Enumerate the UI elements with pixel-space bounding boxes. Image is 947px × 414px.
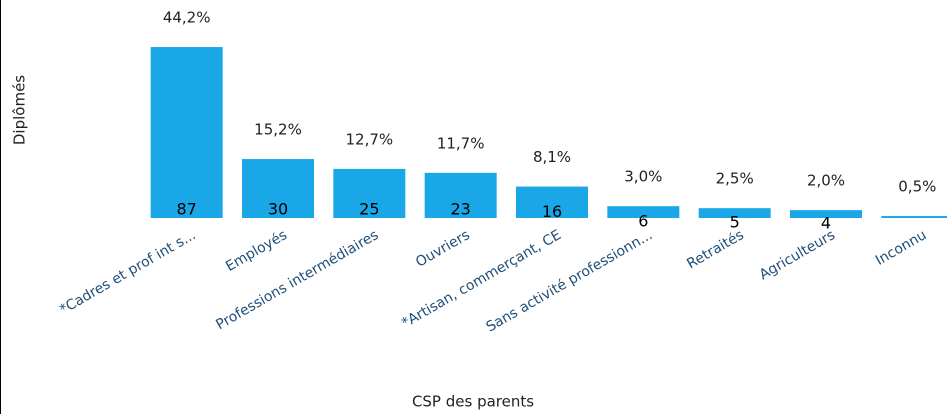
percent-label: 3,0% — [624, 168, 662, 186]
percent-label: 15,2% — [254, 121, 302, 139]
percent-label: 2,0% — [807, 172, 845, 190]
bar — [242, 159, 314, 218]
value-label: 6 — [638, 212, 648, 231]
value-label: 25 — [359, 200, 379, 219]
value-label: 23 — [450, 200, 470, 219]
bar — [150, 47, 223, 218]
x-tick-label: Inconnu — [873, 227, 929, 269]
x-tick-label: Sans activité professionn... — [484, 227, 656, 335]
x-tick-label: Retraités — [684, 227, 746, 272]
bar — [881, 216, 947, 218]
x-tick-label: *Cadres et prof int s... — [57, 227, 199, 318]
value-label: 87 — [176, 200, 196, 219]
x-tick-label: Professions intermédiaires — [213, 227, 381, 333]
bar — [424, 172, 497, 218]
x-tick-label: Agriculteurs — [757, 227, 838, 283]
percent-label: 8,1% — [533, 148, 571, 166]
bar — [790, 210, 862, 218]
bar — [333, 168, 406, 218]
y-axis-title: Diplômés — [11, 75, 29, 145]
percent-label: 0,5% — [898, 178, 936, 196]
percent-label: 44,2% — [163, 9, 211, 27]
value-label: 4 — [821, 214, 831, 233]
value-label: 16 — [542, 202, 562, 221]
value-label: 5 — [730, 213, 740, 232]
bar — [698, 208, 771, 218]
percent-label: 2,5% — [716, 170, 754, 188]
bar — [516, 186, 588, 218]
percent-label: 11,7% — [437, 134, 485, 152]
x-axis-title: CSP des parents — [412, 393, 534, 411]
x-tick-label: Ouvriers — [413, 227, 473, 271]
percent-label: 12,7% — [346, 130, 394, 148]
x-tick-label: Employés — [223, 227, 290, 275]
bar — [607, 206, 680, 218]
x-tick-label: *Artisan, commerçant, CE — [399, 227, 564, 331]
value-label: 30 — [268, 200, 288, 219]
